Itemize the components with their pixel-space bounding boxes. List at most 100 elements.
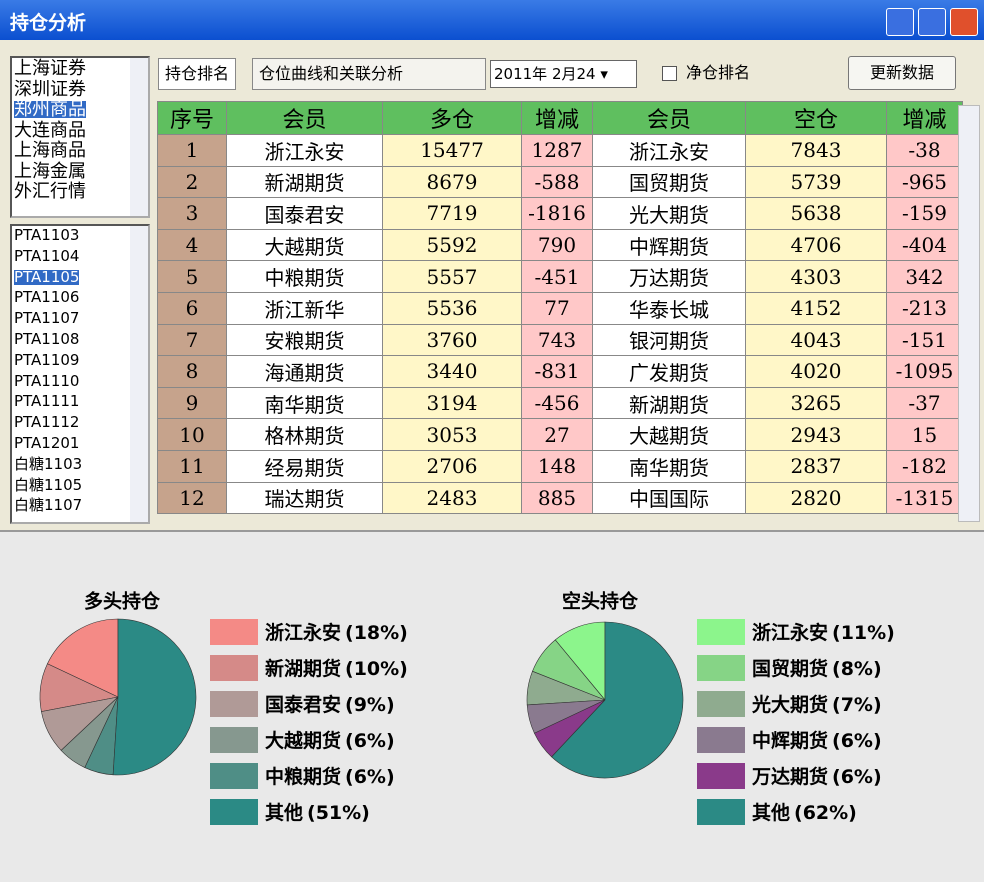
scrollbar[interactable] (130, 58, 148, 216)
cell: 7719 (382, 197, 522, 230)
list-item[interactable]: 外汇行情 (14, 181, 86, 202)
cell: 7 (157, 323, 227, 357)
list-item[interactable]: PTA1105 (14, 267, 80, 286)
minimize[interactable] (886, 8, 914, 36)
cell: 海通期货 (226, 355, 383, 388)
list-item[interactable]: 深圳证券 (14, 78, 86, 100)
cell: -831 (521, 355, 593, 388)
maximize[interactable] (918, 8, 946, 36)
table-row: 7 安粮期货 3760 743 银河期货 4043 -151 (157, 323, 963, 357)
date-picker[interactable]: 2011年 2月24 ▾ (490, 60, 637, 88)
list-item[interactable]: 白糖1105 (14, 475, 83, 494)
legend-swatch (697, 727, 745, 753)
table-row: 2 新湖期货 8679 -588 国贸期货 5739 -965 (157, 165, 963, 199)
legend-value: (10%) (345, 658, 408, 680)
cell: 浙江永安 (226, 134, 383, 167)
contract-list[interactable]: PTA1103 PTA1104 PTA1105 PTA1106 PTA1107 PTA11… (10, 224, 150, 524)
cell: 广发期货 (592, 355, 746, 388)
cell: 4 (157, 228, 227, 262)
list-item[interactable]: PTA1112 (14, 413, 80, 432)
cell: 342 (886, 260, 963, 293)
checkbox[interactable] (662, 66, 677, 81)
cell: -588 (521, 165, 593, 199)
legend-name: 光大期货 (751, 693, 828, 716)
legend-name: 中辉期货 (752, 729, 828, 752)
cell: 2706 (382, 449, 522, 483)
list-item[interactable]: PTA1107 (14, 309, 80, 328)
list-item[interactable]: PTA1111 (14, 392, 80, 411)
exchange-list[interactable]: 上海证券 深圳证券 郑州商品 大连商品 上海商品 上海金属 外汇行情 (10, 56, 150, 218)
list-item[interactable]: 上海证券 (14, 58, 86, 79)
scrollbar[interactable] (958, 105, 980, 522)
close[interactable] (950, 8, 978, 36)
list-item[interactable]: PTA1109 (14, 350, 80, 369)
cell: 2943 (745, 418, 887, 451)
cell: 瑞达期货 (226, 481, 383, 515)
legend-swatch (210, 763, 258, 789)
checkbox-label: 净仓排名 (686, 63, 751, 82)
list-item[interactable]: PTA1106 (14, 288, 80, 307)
cell: 新湖期货 (592, 386, 746, 420)
list-item[interactable]: PTA1104 (14, 246, 80, 265)
list-item[interactable]: PTA1108 (14, 330, 80, 348)
legend-label: 其他 (51%) (265, 801, 370, 824)
tab[interactable]: 仓位曲线和关联分析 (252, 58, 486, 90)
update-button[interactable]: 更新数据 (848, 56, 956, 90)
tab[interactable]: 持仓排名 (158, 58, 237, 90)
legend-label: 中辉期货 (6%) (752, 729, 882, 752)
cell: 1 (157, 134, 227, 167)
column-header: 多仓 (382, 101, 522, 135)
legend-name: 万达期货 (751, 765, 828, 788)
legend-swatch (210, 799, 258, 825)
cell: 经易期货 (226, 449, 383, 483)
pie-slice (112, 618, 197, 776)
cell: 9 (157, 386, 227, 420)
cell: 万达期货 (592, 260, 746, 293)
legend-swatch (210, 691, 258, 717)
scrollbar[interactable] (130, 226, 148, 522)
cell: 4303 (745, 260, 887, 293)
list-item[interactable]: 白糖1103 (14, 454, 83, 473)
cell: 光大期货 (592, 197, 746, 230)
list-item[interactable]: PTA1103 (14, 226, 80, 244)
cell: 国贸期货 (592, 165, 746, 199)
legend-label: 大越期货 (6%) (265, 729, 395, 752)
legend-value: (6%) (832, 730, 882, 752)
cell: 3053 (382, 418, 522, 451)
cell: 5557 (382, 260, 522, 293)
cell: 7843 (745, 134, 887, 167)
table-row: 6 浙江新华 5536 77 华泰长城 4152 -213 (157, 291, 963, 325)
list-item[interactable]: 上海商品 (14, 140, 86, 161)
cell: 5 (157, 260, 227, 293)
legend-value: (9%) (345, 694, 395, 716)
cell: -151 (886, 323, 963, 357)
cell: -965 (886, 165, 963, 199)
legend-swatch (697, 691, 745, 717)
legend-name: 新湖期货 (265, 657, 341, 680)
list-item[interactable]: 上海金属 (14, 160, 86, 182)
cell: 浙江永安 (592, 134, 746, 167)
list-item[interactable]: 大连商品 (14, 119, 86, 141)
table-row: 12 瑞达期货 2483 885 中国国际 2820 -1315 (157, 481, 963, 515)
cell: 790 (521, 228, 593, 262)
table-row: 10 格林期货 3053 27 大越期货 2943 15 (157, 418, 963, 451)
legend-label: 国泰君安 (9%) (265, 693, 395, 716)
legend-value: (18%) (345, 622, 408, 644)
table-row: 11 经易期货 2706 148 南华期货 2837 -182 (157, 449, 963, 483)
cell: 3265 (745, 386, 887, 420)
column-header: 空仓 (745, 101, 887, 135)
list-item[interactable]: PTA1110 (14, 371, 80, 390)
window-title: 持仓分析 (10, 12, 87, 34)
legend-name: 大越期货 (265, 729, 341, 752)
legend-name: 国贸期货 (752, 657, 828, 680)
legend-label: 光大期货 (7%) (751, 693, 882, 716)
list-item[interactable]: 白糖1107 (14, 496, 83, 515)
list-item[interactable]: PTA1201 (14, 434, 80, 452)
legend-swatch (210, 655, 258, 681)
cell: 国泰君安 (226, 197, 383, 230)
cell: 格林期货 (226, 418, 383, 451)
cell: 5592 (382, 228, 522, 262)
cell: -451 (521, 260, 593, 293)
list-item[interactable]: 郑州商品 (14, 99, 86, 120)
cell: -38 (886, 134, 963, 167)
